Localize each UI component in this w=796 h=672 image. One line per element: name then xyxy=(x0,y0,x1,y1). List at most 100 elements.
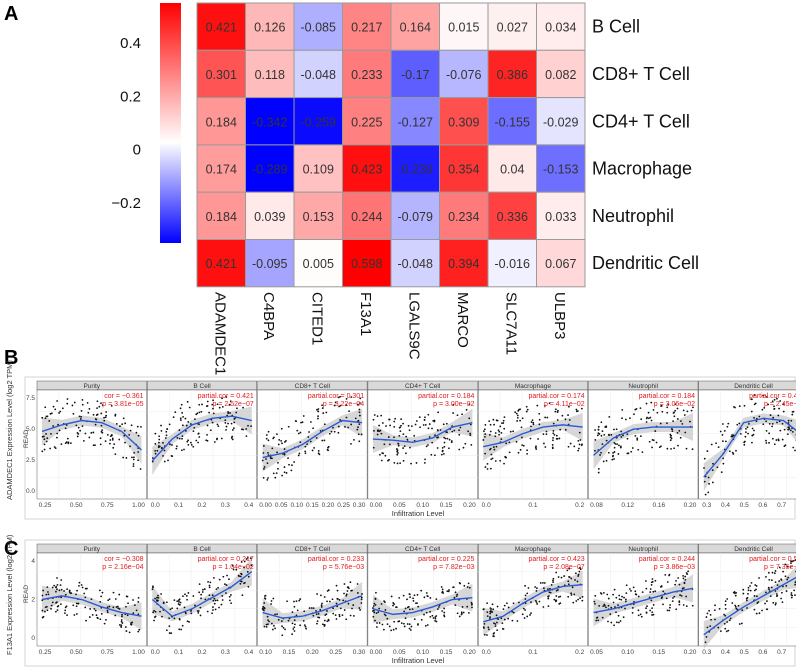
data-point xyxy=(211,421,214,424)
data-point xyxy=(434,617,437,620)
data-point xyxy=(515,412,518,415)
data-point xyxy=(768,422,771,425)
data-point xyxy=(714,618,716,621)
heatmap-cell-value: -0.127 xyxy=(398,115,433,129)
data-point xyxy=(360,433,363,436)
data-point xyxy=(99,618,102,621)
data-point xyxy=(181,412,184,414)
data-point xyxy=(758,612,761,615)
data-point xyxy=(726,598,729,600)
data-point xyxy=(661,410,664,413)
data-point xyxy=(277,467,279,470)
data-point xyxy=(568,575,570,578)
data-point xyxy=(166,428,169,430)
data-point xyxy=(751,434,754,437)
x-tick-label: 0.0 xyxy=(151,502,160,509)
data-point xyxy=(564,418,567,421)
data-point xyxy=(376,430,379,432)
data-point xyxy=(482,430,485,433)
heatmap-column-label: SLC7A11 xyxy=(502,292,519,355)
data-point xyxy=(124,422,127,425)
data-point xyxy=(374,597,377,600)
data-point xyxy=(183,606,186,609)
data-point xyxy=(105,619,107,621)
data-point xyxy=(602,460,605,463)
data-point xyxy=(434,434,436,437)
data-point xyxy=(197,432,200,435)
data-point xyxy=(784,575,787,578)
data-point xyxy=(265,437,268,440)
data-point xyxy=(233,418,236,420)
data-point xyxy=(242,406,244,409)
data-point xyxy=(118,608,121,610)
x-tick-label: 0.25 xyxy=(39,649,52,656)
colorbar-tick-label: −0.2 xyxy=(111,195,141,212)
data-point xyxy=(578,431,581,434)
correlation-stat: partial.cor = 0.301 xyxy=(308,393,364,400)
data-point xyxy=(780,579,783,581)
data-point xyxy=(624,600,627,603)
data-point xyxy=(353,438,355,441)
data-point xyxy=(465,408,468,411)
data-point xyxy=(329,600,331,603)
data-point xyxy=(263,625,266,628)
x-tick-label: 0.3 xyxy=(221,649,230,656)
data-point xyxy=(68,589,71,592)
data-point xyxy=(488,420,491,423)
data-point xyxy=(395,606,398,609)
data-point xyxy=(263,466,266,468)
data-point xyxy=(524,609,527,611)
data-point xyxy=(214,599,217,602)
data-point xyxy=(172,416,175,419)
data-point xyxy=(434,619,436,622)
data-point xyxy=(80,415,83,418)
data-point xyxy=(44,406,47,409)
data-point xyxy=(79,429,82,432)
data-point xyxy=(323,624,326,626)
data-point xyxy=(280,439,283,442)
trend-line xyxy=(483,424,583,448)
data-point xyxy=(692,406,694,409)
data-point xyxy=(509,430,512,433)
data-point xyxy=(56,577,58,579)
data-point xyxy=(320,606,323,608)
data-point xyxy=(64,442,67,445)
data-point xyxy=(384,614,387,617)
data-point xyxy=(54,586,57,589)
data-point xyxy=(787,419,790,422)
data-point xyxy=(209,429,212,432)
data-point xyxy=(424,416,426,419)
facet-plot-area xyxy=(257,389,368,500)
data-point xyxy=(676,418,679,420)
data-point xyxy=(466,605,469,608)
data-point xyxy=(372,446,375,449)
data-point xyxy=(782,410,785,413)
data-point xyxy=(410,462,412,465)
confidence-band xyxy=(703,566,796,649)
data-point xyxy=(443,445,446,448)
data-point xyxy=(691,448,694,451)
data-point xyxy=(739,432,742,435)
data-point xyxy=(518,408,520,411)
p-value-stat: p = 2.45e−07 xyxy=(764,401,796,408)
data-point xyxy=(557,409,559,412)
data-point xyxy=(398,620,401,623)
data-point xyxy=(247,575,250,578)
data-point xyxy=(775,593,778,595)
data-point xyxy=(205,405,208,408)
data-point xyxy=(454,604,457,607)
data-point xyxy=(64,427,67,430)
trend-line xyxy=(372,596,473,616)
data-point xyxy=(745,599,748,602)
data-point xyxy=(794,449,796,452)
data-point xyxy=(486,615,489,618)
data-point xyxy=(765,442,768,444)
data-point xyxy=(190,612,193,615)
data-point xyxy=(406,598,408,601)
data-point xyxy=(171,444,173,446)
data-point xyxy=(640,615,643,618)
data-point xyxy=(61,407,64,410)
data-point xyxy=(60,596,63,599)
data-point xyxy=(58,412,60,414)
data-point xyxy=(460,611,463,614)
